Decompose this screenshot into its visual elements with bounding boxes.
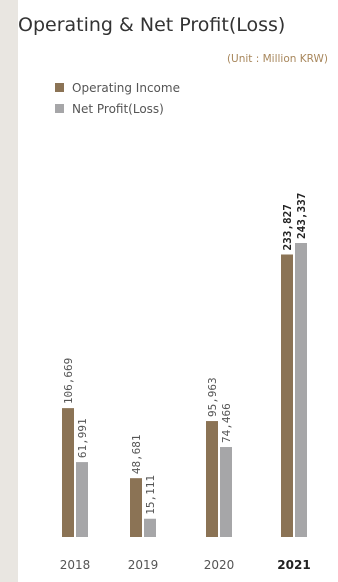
data-label-net-profit-2020: 74,466: [220, 403, 233, 443]
data-label-operating-income-2018: 106,669: [62, 358, 75, 404]
bar-net-profit-2020: [220, 447, 232, 537]
legend-swatch-net-profit: [55, 104, 64, 113]
bar-net-profit-2018: [76, 462, 88, 537]
x-tick-2019: 2019: [128, 558, 159, 572]
legend-item-net-profit: Net Profit(Loss): [55, 98, 180, 119]
bar-operating-income-2020: [206, 421, 218, 537]
data-label-operating-income-2021: 233,827: [281, 204, 294, 250]
data-label-net-profit-2021: 243,337: [295, 193, 308, 239]
x-tick-2021: 2021: [277, 558, 310, 572]
chart-legend: Operating Income Net Profit(Loss): [55, 77, 180, 119]
data-label-operating-income-2019: 48,681: [130, 434, 143, 474]
bar-operating-income-2018: [62, 408, 74, 537]
data-label-net-profit-2018: 61,991: [76, 418, 89, 458]
legend-item-operating-income: Operating Income: [55, 77, 180, 98]
bar-net-profit-2021: [295, 243, 307, 537]
x-tick-2018: 2018: [60, 558, 91, 572]
data-label-net-profit-2019: 15,111: [144, 475, 157, 515]
data-label-operating-income-2020: 95,963: [206, 377, 219, 417]
x-tick-2020: 2020: [204, 558, 235, 572]
bar-operating-income-2019: [130, 478, 142, 537]
unit-note: (Unit : Million KRW): [226, 53, 328, 65]
legend-swatch-operating-income: [55, 83, 64, 92]
chart-title: Operating & Net Profit(Loss): [18, 14, 286, 36]
legend-label-net-profit: Net Profit(Loss): [72, 101, 164, 116]
bar-operating-income-2021: [281, 254, 293, 537]
legend-label-operating-income: Operating Income: [72, 80, 180, 95]
bar-net-profit-2019: [144, 518, 156, 537]
